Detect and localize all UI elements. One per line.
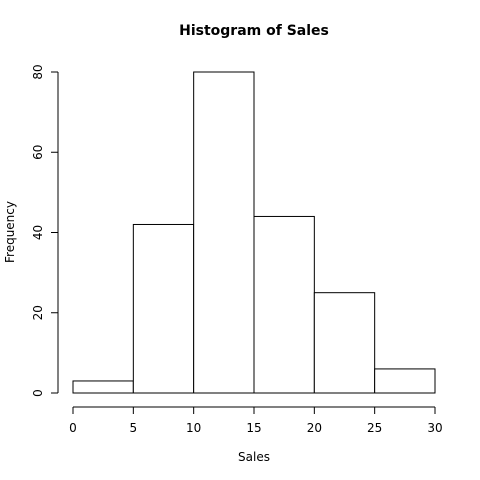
histogram-bar-5	[374, 368, 436, 394]
y-axis-label: Frequency	[3, 201, 17, 263]
x-tick-label: 25	[367, 421, 382, 435]
bars-group	[72, 71, 436, 394]
y-tick-label: 40	[31, 225, 45, 240]
histogram-bar-2	[193, 71, 255, 394]
x-axis-label: Sales	[238, 450, 270, 464]
x-tick-label: 20	[307, 421, 322, 435]
y-tick-label: 60	[31, 145, 45, 160]
histogram-bar-3	[253, 215, 315, 394]
x-tick-label: 5	[130, 421, 138, 435]
histogram-bar-4	[313, 292, 376, 394]
histogram-bar-1	[132, 223, 195, 394]
x-tick-label: 10	[186, 421, 201, 435]
chart-title: Histogram of Sales	[179, 23, 329, 39]
x-axis: 0 5 10 15 20 25 30	[69, 406, 443, 435]
y-tick-label: 80	[31, 64, 45, 79]
y-tick-label: 20	[31, 305, 45, 320]
x-tick-label: 0	[69, 421, 77, 435]
x-tick-label: 30	[427, 421, 442, 435]
y-axis: 0 20 40 60 80	[31, 64, 59, 397]
x-tick-label: 15	[246, 421, 261, 435]
histogram-bar-0	[72, 380, 134, 394]
y-tick-label: 0	[31, 389, 45, 397]
